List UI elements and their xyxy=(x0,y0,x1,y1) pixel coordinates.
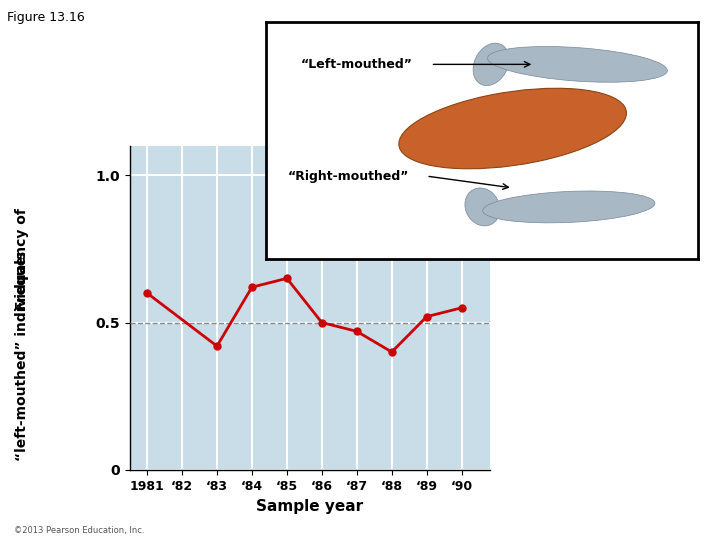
Ellipse shape xyxy=(399,88,626,169)
Text: “left-mouthed” individuals: “left-mouthed” individuals xyxy=(14,251,29,462)
Text: ©2013 Pearson Education, Inc.: ©2013 Pearson Education, Inc. xyxy=(14,525,145,535)
Ellipse shape xyxy=(487,46,667,82)
Ellipse shape xyxy=(473,43,509,85)
Ellipse shape xyxy=(482,191,655,223)
Ellipse shape xyxy=(465,188,500,226)
Text: Figure 13.16: Figure 13.16 xyxy=(7,11,85,24)
Text: Frequency of: Frequency of xyxy=(14,208,29,310)
Text: “Left-mouthed”: “Left-mouthed” xyxy=(301,58,413,71)
X-axis label: Sample year: Sample year xyxy=(256,500,363,515)
Text: “Right-mouthed”: “Right-mouthed” xyxy=(288,170,410,183)
